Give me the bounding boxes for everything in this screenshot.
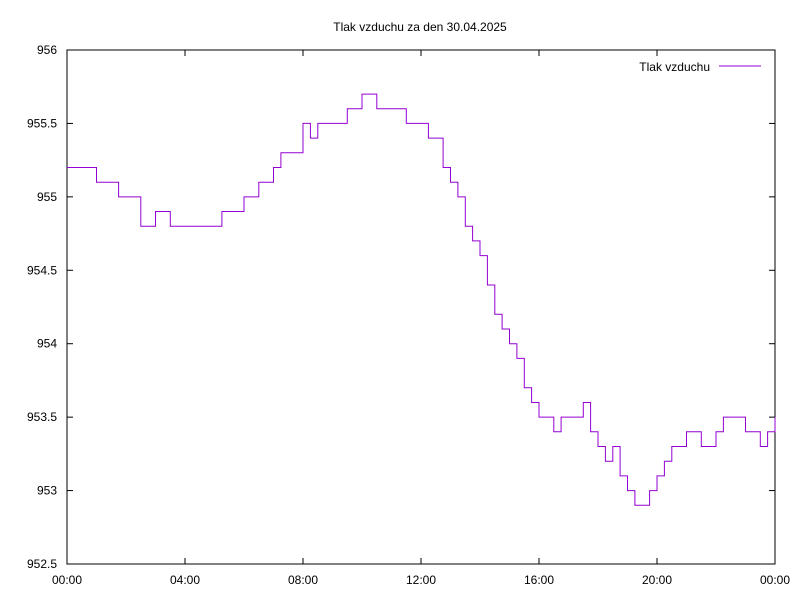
series-line-tlak-vzduchu	[67, 93, 776, 506]
x-tick-label: 00:00	[760, 573, 790, 587]
y-tick-label: 952.5	[27, 557, 57, 571]
x-tick-label: 20:00	[642, 573, 672, 587]
x-tick-label: 12:00	[406, 573, 436, 587]
x-tick-label: 08:00	[288, 573, 318, 587]
plot-frame	[66, 49, 776, 565]
y-axis: 952.5 953 953.5 954 954.5 955 955.5 956	[27, 43, 775, 571]
chart-title: Tlak vzduchu za den 30.04.2025	[333, 20, 507, 34]
y-tick-label: 953.5	[27, 410, 57, 424]
y-tick-label: 954	[37, 337, 57, 351]
x-tick-label: 16:00	[524, 573, 554, 587]
legend-label: Tlak vzduchu	[639, 60, 710, 74]
y-tick-label: 955	[37, 190, 57, 204]
x-tick-label: 04:00	[170, 573, 200, 587]
x-tick-label: 00:00	[52, 573, 82, 587]
y-tick-label: 956	[37, 43, 57, 57]
legend: Tlak vzduchu	[639, 60, 761, 74]
y-tick-label: 955.5	[27, 116, 57, 130]
x-axis: 00:00 04:00 08:00 12:00 16:00 20:00 00:00	[52, 50, 790, 587]
y-tick-label: 953	[37, 484, 57, 498]
y-tick-label: 954.5	[27, 263, 57, 277]
